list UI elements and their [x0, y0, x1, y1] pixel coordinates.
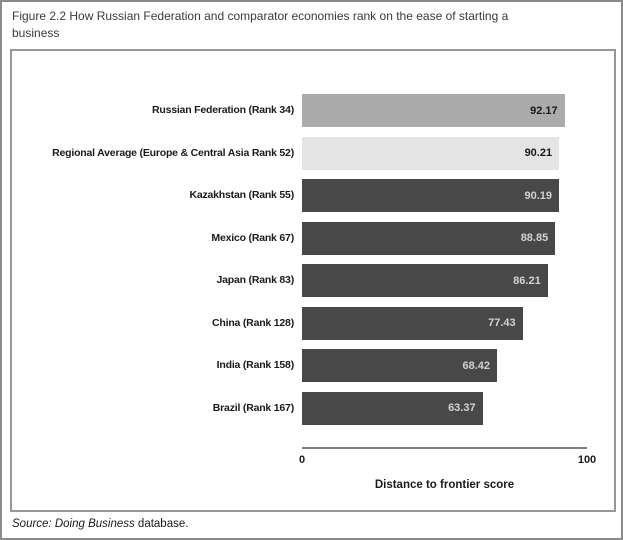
bar-row: Brazil (Rank 167) 63.37	[12, 391, 614, 435]
bar-value-label: 68.42	[462, 359, 490, 372]
bar: 63.37	[302, 391, 483, 425]
bar-category-label: China (Rank 128)	[212, 316, 294, 329]
bar-row: Kazakhstan (Rank 55) 90.19	[12, 179, 614, 222]
x-axis-title: Distance to frontier score	[374, 479, 515, 491]
source-note-regular: database.	[134, 518, 189, 530]
bar-category-label: Regional Average (Europe & Central Asia …	[52, 146, 294, 159]
bar: 77.43	[302, 306, 523, 340]
bar-category-label: Brazil (Rank 167)	[212, 401, 294, 414]
bar: 90.19	[302, 179, 560, 212]
bar: 86.21	[302, 264, 548, 297]
bar-value-label: 77.43	[488, 317, 516, 329]
bar-category-label: Kazakhstan (Rank 55)	[189, 189, 294, 201]
x-axis-tick-min: 0	[298, 454, 306, 466]
bar: 92.17	[302, 94, 565, 127]
bar-category-label: Mexico (Rank 67)	[211, 231, 294, 244]
bar-row: Regional Average (Europe & Central Asia …	[12, 136, 614, 180]
chart-panel: Russian Federation (Rank 34) 92.17 Regiona…	[10, 49, 616, 512]
bar-value-label: 86.21	[513, 274, 541, 287]
bars-container: Russian Federation (Rank 34) 92.17 Regiona…	[12, 94, 614, 434]
bar-value-label: 90.21	[524, 147, 553, 159]
bar-row: India (Rank 158) 68.42	[12, 349, 614, 392]
bar-category-label: India (Rank 158)	[216, 359, 295, 371]
source-note: Source: Doing Business database.	[12, 518, 188, 530]
source-note-italic: Source: Doing Business	[12, 518, 135, 530]
bar: 68.42	[302, 349, 497, 382]
bar-value-label: 63.37	[448, 402, 476, 414]
bar: 90.21	[302, 136, 560, 170]
x-axis-line	[302, 447, 587, 449]
bar-row: Mexico (Rank 67) 88.85	[12, 221, 614, 265]
figure-title: Figure 2.2 How Russian Federation and co…	[12, 9, 509, 41]
bar-value-label: 88.85	[520, 232, 549, 244]
bar-row: China (Rank 128) 77.43	[12, 306, 614, 350]
x-axis-tick-max: 100	[577, 454, 597, 466]
bar-category-label: Japan (Rank 83)	[216, 274, 294, 286]
bar: 88.85	[302, 221, 556, 255]
bar-row: Russian Federation (Rank 34) 92.17	[12, 94, 614, 137]
bar-value-label: 90.19	[524, 189, 553, 202]
bar-value-label: 92.17	[530, 104, 558, 117]
bar-category-label: Russian Federation (Rank 34)	[151, 104, 294, 116]
bar-row: Japan (Rank 83) 86.21	[12, 264, 614, 307]
